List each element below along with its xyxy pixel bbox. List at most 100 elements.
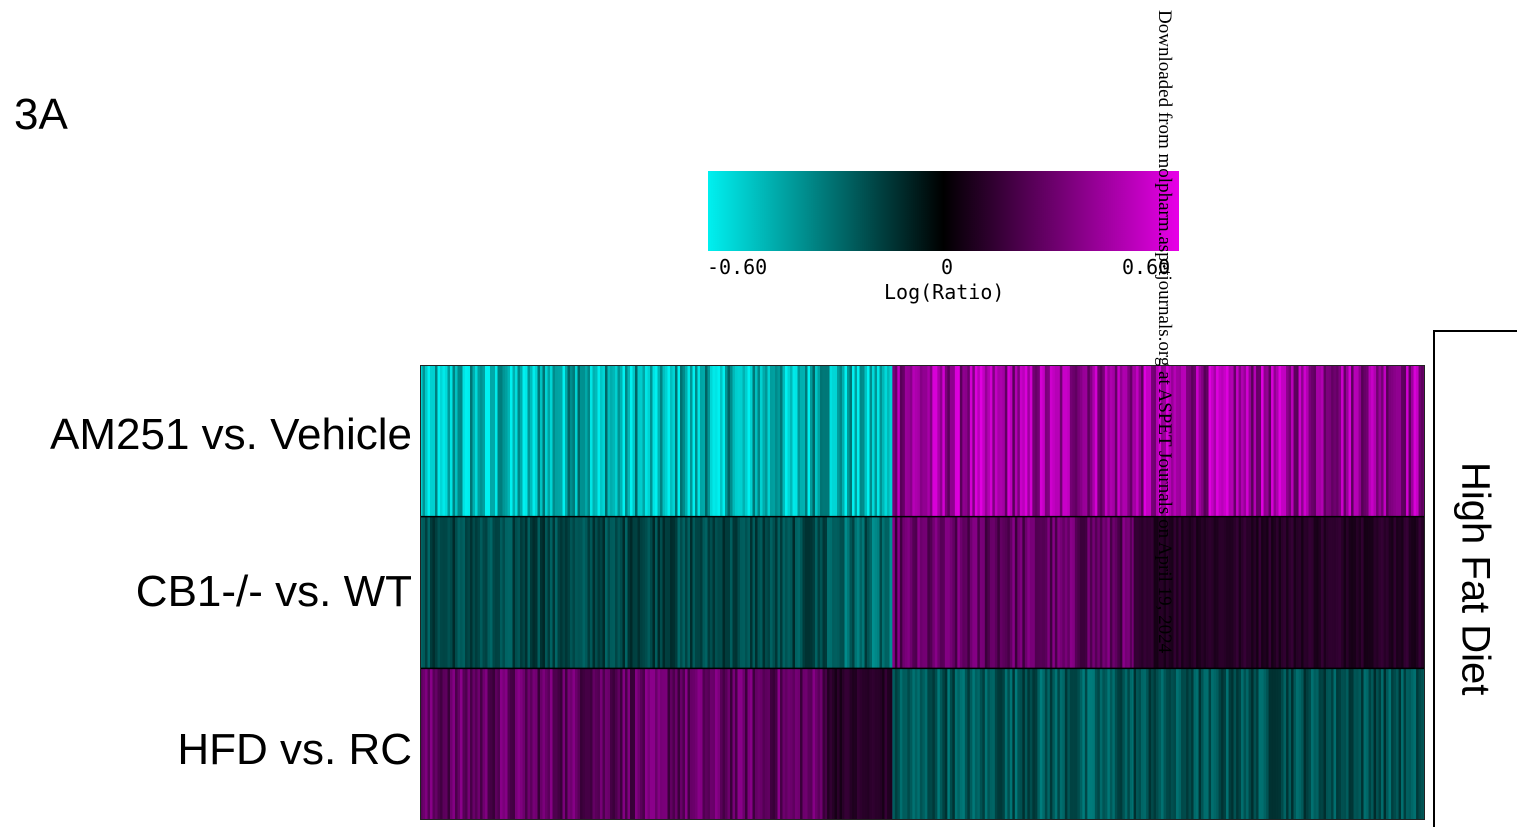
heatmap-cell-r1-s2 [1032, 516, 1036, 669]
heatmap [420, 365, 1425, 820]
heatmap-cell-r0-s3 [1158, 365, 1162, 517]
heatmap-cell-r0-s3 [1351, 365, 1354, 517]
heatmap-cell-r2-s0 [785, 668, 788, 820]
heatmap-cell-r1-s0 [450, 516, 453, 669]
heatmap-cell-r1-s0 [500, 516, 503, 669]
heatmap-cell-r0-s0 [575, 365, 578, 517]
heatmap-cell-r2-s3 [1173, 668, 1177, 820]
heatmap-cell-r2-s2 [964, 668, 968, 820]
heatmap-cell-r1-s3 [1268, 516, 1272, 669]
heatmap-cell-r1-s3 [1341, 516, 1344, 669]
heatmap-cell-r2-s0 [477, 668, 481, 820]
heatmap-cell-r0-s0 [450, 365, 453, 517]
heatmap-cell-r0-s0 [577, 365, 581, 517]
heatmap-cell-r1-s2 [962, 516, 966, 669]
heatmap-cell-r1-s0 [630, 516, 633, 669]
heatmap-cell-r1-s3 [1351, 516, 1354, 669]
heatmap-cell-r2-s3 [1353, 668, 1357, 820]
heatmap-cell-r1-s0 [775, 516, 778, 669]
heatmap-cell-r2-s3 [1418, 668, 1422, 820]
heatmap-cell-r2-s0 [442, 668, 446, 820]
heatmap-cell-r0-s0 [615, 365, 618, 517]
heatmap-cell-r0-s0 [797, 365, 801, 517]
heatmap-cell-r1-s0 [642, 516, 646, 669]
heatmap-cell-r2-s3 [1156, 668, 1159, 820]
heatmap-cell-r0-s0 [665, 365, 668, 517]
heatmap-cell-r2-s0 [432, 668, 436, 820]
heatmap-cell-r0-s3 [1303, 365, 1307, 517]
heatmap-cell-r0-s3 [1168, 365, 1172, 517]
heatmap-cell-r1-s1 [857, 516, 860, 669]
heatmap-cell-r1-s2 [1044, 516, 1048, 669]
heatmap-cell-r0-s0 [442, 365, 446, 517]
heatmap-cell-r2-s3 [1271, 668, 1274, 820]
heatmap-cell-r0-s1 [834, 365, 838, 517]
heatmap-cell-r0-s2 [1114, 365, 1118, 517]
heatmap-cell-r0-s3 [1268, 365, 1272, 517]
heatmap-cell-r0-s3 [1408, 365, 1412, 517]
heatmap-cell-r0-s3 [1393, 365, 1397, 517]
heatmap-cell-r0-s3 [1293, 365, 1297, 517]
heatmap-cell-r2-s2 [897, 668, 901, 820]
heatmap-cell-r1-s0 [432, 516, 436, 669]
heatmap-cell-r2-s3 [1268, 668, 1272, 820]
heatmap-cell-r1-s2 [1014, 516, 1018, 669]
heatmap-cell-r0-s3 [1198, 365, 1202, 517]
heatmap-cell-r1-s0 [605, 516, 608, 669]
heatmap-cell-r2-s0 [732, 668, 736, 820]
heatmap-cell-r1-s2 [1067, 516, 1071, 669]
heatmap-cell-r2-s1 [867, 668, 870, 820]
heatmap-cell-r0-s3 [1223, 365, 1227, 517]
heatmap-cell-r0-s1 [889, 365, 893, 517]
heatmap-cell-r2-s3 [1183, 668, 1187, 820]
heatmap-cell-r1-s0 [815, 516, 818, 669]
heatmap-cell-r1-s3 [1151, 516, 1154, 669]
heatmap-cell-r0-s1 [849, 365, 853, 517]
heatmap-cell-r0-s3 [1418, 365, 1422, 517]
heatmap-cell-r1-s0 [527, 516, 531, 669]
heatmap-cell-r1-s0 [657, 516, 661, 669]
heatmap-cell-r1-s0 [785, 516, 788, 669]
heatmap-cell-r1-s3 [1206, 516, 1209, 669]
heatmap-cell-r2-s0 [617, 668, 621, 820]
heatmap-cell-r1-s3 [1371, 516, 1374, 669]
heatmap-cell-r0-s3 [1246, 365, 1249, 517]
heatmap-cell-r1-s0 [817, 516, 821, 669]
heatmap-cell-r2-s3 [1151, 668, 1154, 820]
heatmap-cell-r2-s3 [1216, 668, 1219, 820]
heatmap-cell-r1-s0 [572, 516, 576, 669]
heatmap-cell-r0-s3 [1376, 365, 1379, 517]
heatmap-cell-r1-s2 [1002, 516, 1006, 669]
heatmap-cell-r2-s2 [957, 668, 961, 820]
heatmap-cell-r1-s0 [797, 516, 801, 669]
heatmap-cell-r0-s2 [959, 365, 963, 517]
heatmap-cell-r0-s3 [1153, 365, 1157, 517]
heatmap-cell-r1-s0 [700, 516, 703, 669]
heatmap-cell-r1-s3 [1256, 516, 1259, 669]
heatmap-cell-r1-s1 [847, 516, 850, 669]
heatmap-cell-r1-s3 [1386, 516, 1389, 669]
heatmap-cell-r0-s3 [1238, 365, 1242, 517]
heatmap-cell-r2-s3 [1278, 668, 1282, 820]
heatmap-cell-r1-s0 [640, 516, 643, 669]
heatmap-cell-r2-s0 [547, 668, 551, 820]
heatmap-cell-r1-s2 [907, 516, 911, 669]
heatmap-cell-r2-s0 [455, 668, 458, 820]
heatmap-cell-r2-s3 [1201, 668, 1204, 820]
heatmap-cell-r2-s1 [844, 668, 848, 820]
heatmap-cell-r1-s0 [477, 516, 481, 669]
heatmap-cell-r2-s0 [502, 668, 506, 820]
heatmap-cell-r1-s2 [914, 516, 918, 669]
heatmap-cell-r2-s2 [1039, 668, 1043, 820]
heatmap-cell-r0-s0 [777, 365, 781, 517]
heatmap-cell-r1-s0 [647, 516, 651, 669]
heatmap-cell-r2-s2 [967, 668, 971, 820]
heatmap-cell-r0-s0 [630, 365, 633, 517]
heatmap-cell-r0-s0 [472, 365, 476, 517]
heatmap-cell-r0-s0 [802, 365, 806, 517]
heatmap-cell-r2-s0 [597, 668, 601, 820]
heatmap-cell-r1-s0 [730, 516, 733, 669]
heatmap-cell-r0-s2 [1107, 365, 1111, 517]
heatmap-cell-r1-s0 [582, 516, 586, 669]
heatmap-cell-r0-s2 [962, 365, 966, 517]
